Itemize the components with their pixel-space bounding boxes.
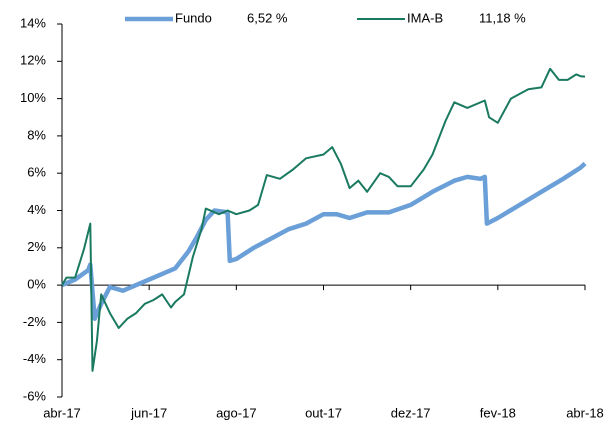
y-tick-label: 2% (27, 239, 46, 254)
y-tick-label: -6% (23, 388, 47, 403)
y-tick-label: 4% (27, 202, 46, 217)
y-tick-label: 12% (20, 53, 46, 68)
x-tick-label: out-17 (305, 405, 342, 420)
x-tick-label: abr-17 (43, 405, 81, 420)
x-tick-label: ago-17 (216, 405, 256, 420)
legend-label: Fundo (175, 10, 212, 25)
legend-value: 11,18 % (479, 10, 526, 25)
x-tick-label: fev-18 (480, 405, 516, 420)
y-tick-label: 8% (27, 127, 46, 142)
y-tick-label: -4% (23, 351, 47, 366)
legend-label: IMA-B (407, 10, 443, 25)
legend-value: 6,52 % (247, 10, 288, 25)
y-tick-label: 6% (27, 165, 46, 180)
y-tick-label: 0% (27, 277, 46, 292)
x-tick-label: jun-17 (130, 405, 167, 420)
x-tick-label: dez-17 (391, 405, 431, 420)
y-tick-label: 10% (20, 90, 46, 105)
y-tick-label: 14% (20, 15, 46, 30)
series-line (61, 67, 586, 372)
y-tick-label: -2% (23, 314, 47, 329)
series-line (61, 161, 587, 321)
x-tick-label: abr-18 (566, 405, 604, 420)
